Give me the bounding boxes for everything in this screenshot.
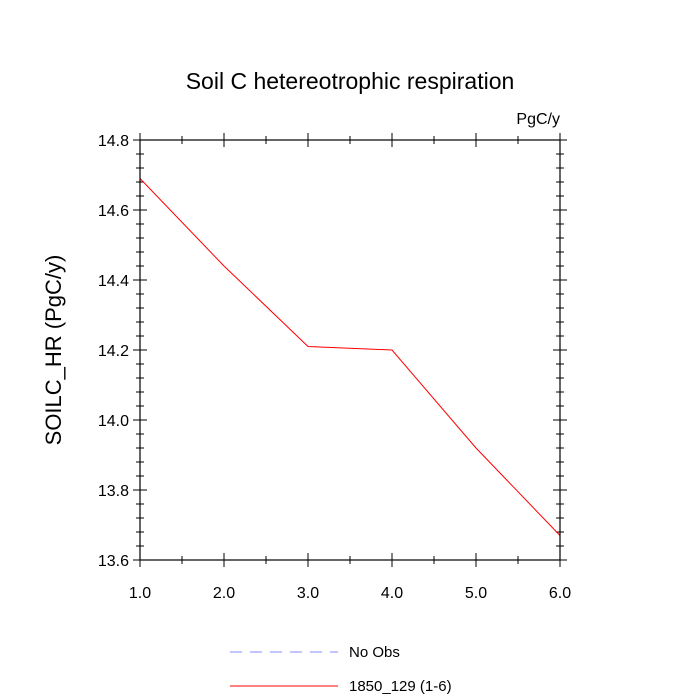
y-axis-label: SOILC_HR (PgC/y) (41, 255, 66, 446)
legend-label-1850-129: 1850_129 (1-6) (349, 678, 452, 695)
x-tick-label: 4.0 (381, 585, 403, 602)
major-ticks (133, 133, 567, 567)
units-label: PgC/y (516, 111, 560, 128)
series-lines (139, 178, 561, 536)
legend: No Obs 1850_129 (1-6) (230, 644, 452, 695)
series-line-1 (139, 178, 561, 536)
y-tick-label: 14.6 (98, 203, 129, 220)
tick-labels: 13.6 13.8 14.0 14.2 14.4 14.6 14.8 1.0 2.0 3.0 4.0… (98, 133, 571, 602)
minor-ticks (136, 136, 564, 564)
plot-frame (139, 139, 561, 561)
y-tick-label: 13.6 (98, 553, 129, 570)
y-tick-label: 13.8 (98, 483, 129, 500)
y-tick-label: 14.2 (98, 343, 129, 360)
y-tick-label: 14.4 (98, 273, 129, 290)
y-tick-label: 14.0 (98, 413, 129, 430)
x-tick-label: 5.0 (465, 585, 487, 602)
x-tick-label: 1.0 (129, 585, 151, 602)
x-tick-label: 6.0 (549, 585, 571, 602)
x-tick-label: 3.0 (297, 585, 319, 602)
chart-title: Soil C hetereotrophic respiration (186, 68, 515, 94)
legend-label-no-obs: No Obs (349, 644, 400, 661)
x-tick-label: 2.0 (213, 585, 235, 602)
y-tick-label: 14.8 (98, 133, 129, 150)
